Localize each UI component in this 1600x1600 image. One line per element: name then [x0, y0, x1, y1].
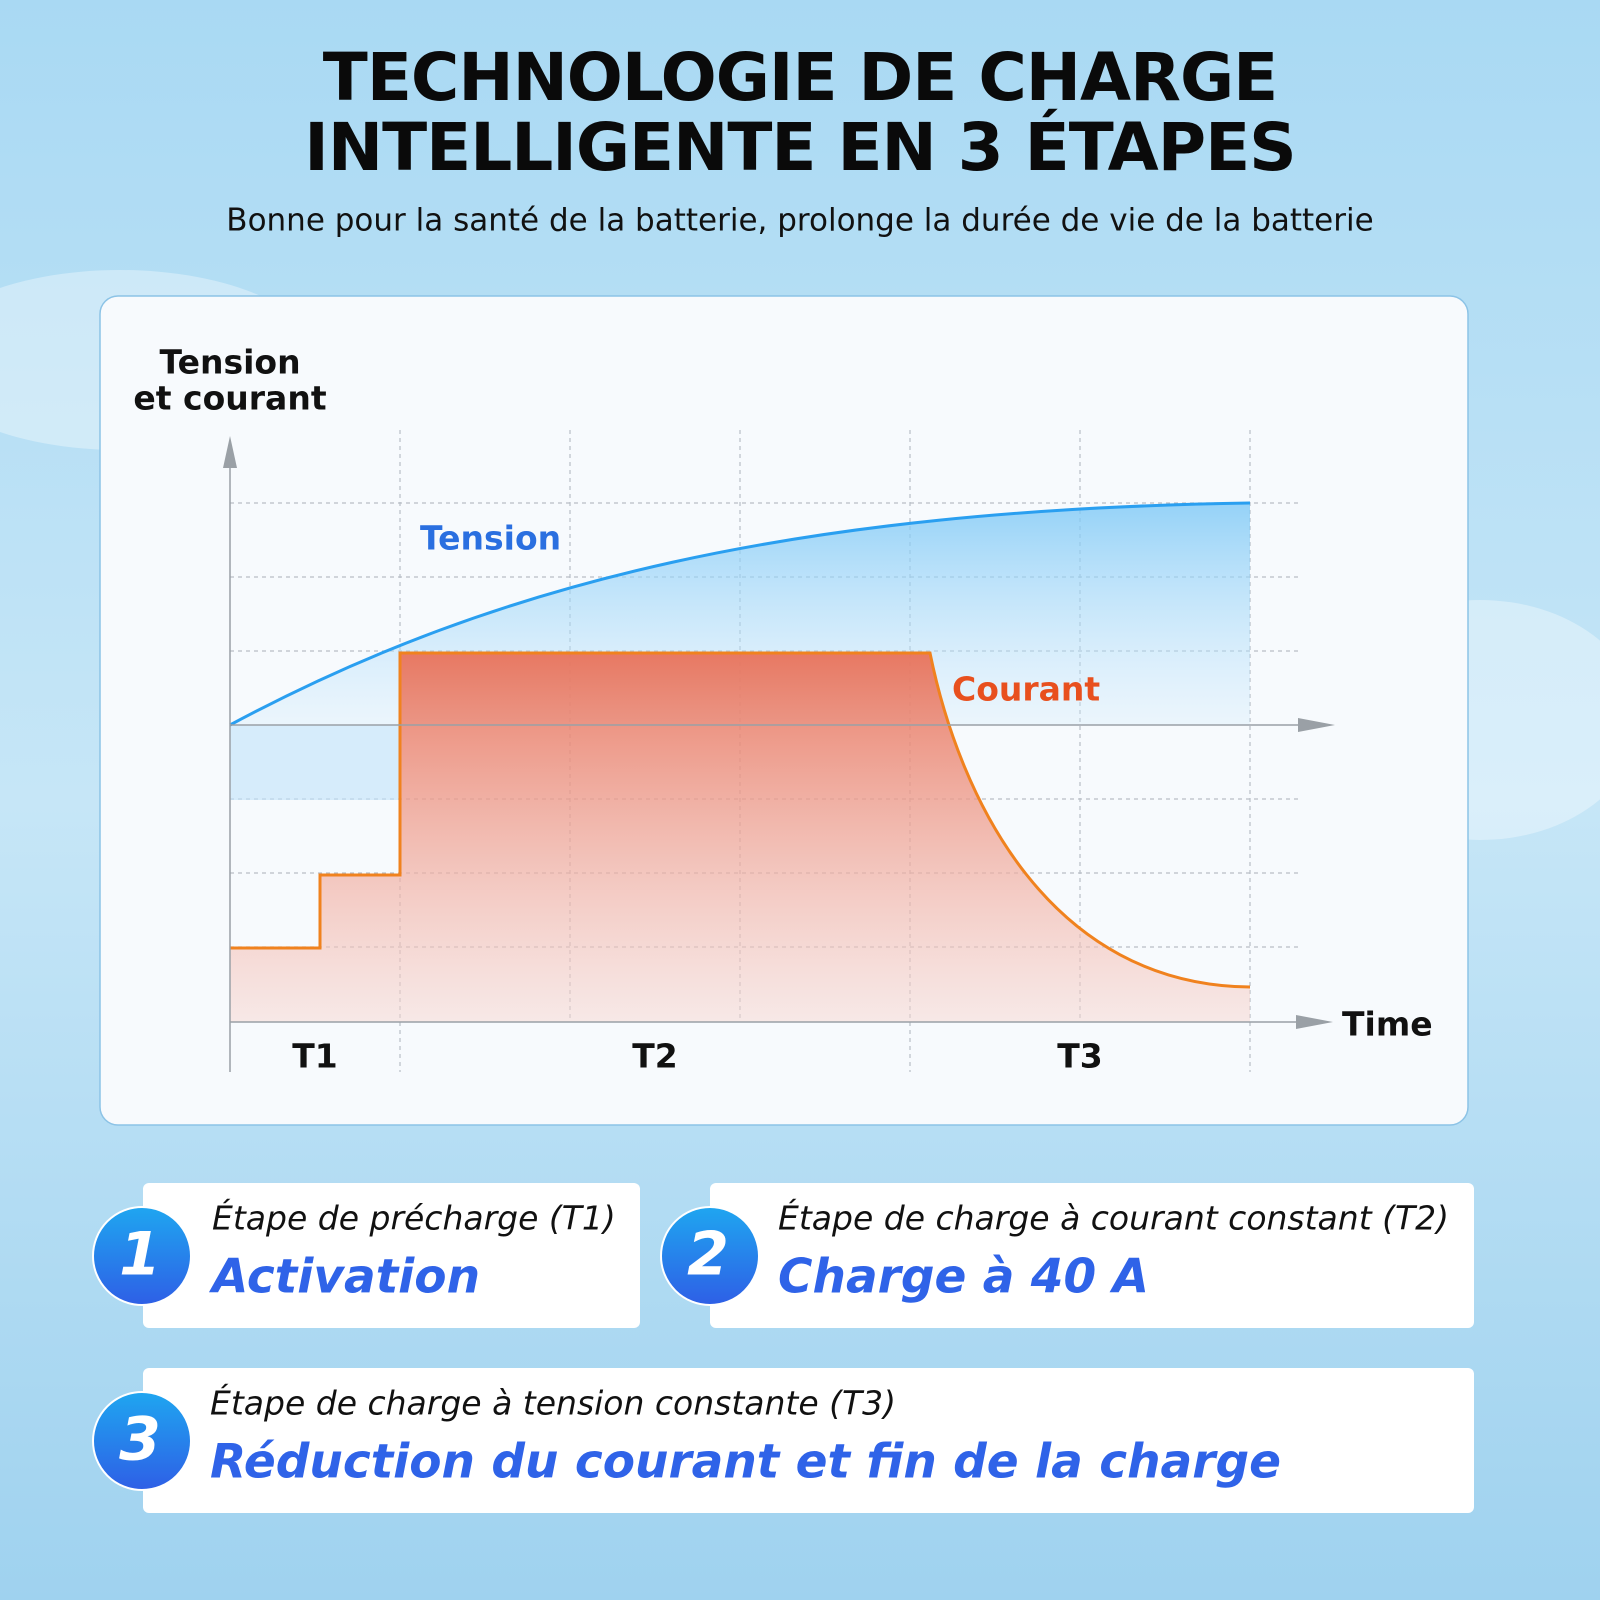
step-card: 3 Étape de charge à tension constante (T…: [92, 1368, 1474, 1513]
step-card: 2 Étape de charge à courant constant (T2…: [660, 1183, 1474, 1328]
stage-label: T3: [1057, 1037, 1102, 1076]
step-badge: [660, 1206, 760, 1306]
arrow: [1298, 718, 1335, 732]
current-area: [230, 653, 1250, 1022]
y-label: et courant: [133, 379, 326, 418]
x-label: Time: [1342, 1005, 1433, 1044]
stage-label: T2: [632, 1037, 677, 1076]
step-heading: Étape de charge à tension constante (T3): [210, 1383, 896, 1423]
step-number: 3: [119, 1405, 161, 1475]
current-curve: [230, 651, 1251, 989]
step-text: Réduction du courant et fin de la charge: [210, 1435, 1281, 1490]
title: TECHNOLOGIE DE CHARGE: [323, 39, 1277, 116]
arrow: [223, 436, 237, 468]
tension-label: Tension: [420, 519, 561, 558]
step-number: 1: [119, 1220, 161, 1290]
tension-curve: [229, 501, 1251, 727]
stage-label: T1: [292, 1037, 337, 1076]
card: [143, 1183, 640, 1328]
current-label: Courant: [952, 670, 1100, 709]
step-text: Charge à 40 A: [778, 1250, 1149, 1305]
step-heading: Étape de précharge (T1): [212, 1198, 616, 1238]
step-number: 2: [687, 1220, 729, 1290]
axes: [229, 450, 1305, 1072]
step-card: 1 Étape de précharge (T1) Activation: [92, 1183, 640, 1328]
tension-area: [230, 725, 400, 800]
step-badge: [92, 1206, 192, 1306]
arrow: [1296, 1015, 1333, 1029]
title: INTELLIGENTE EN 3 ÉTAPES: [304, 108, 1295, 186]
subtitle: Bonne pour la santé de la batterie, prol…: [226, 203, 1373, 239]
step-heading: Étape de charge à courant constant (T2): [778, 1198, 1449, 1238]
step-badge: [92, 1391, 192, 1491]
card: [143, 1368, 1474, 1513]
step-text: Activation: [208, 1250, 480, 1305]
card: [710, 1183, 1474, 1328]
y-label: Tension: [159, 343, 300, 382]
